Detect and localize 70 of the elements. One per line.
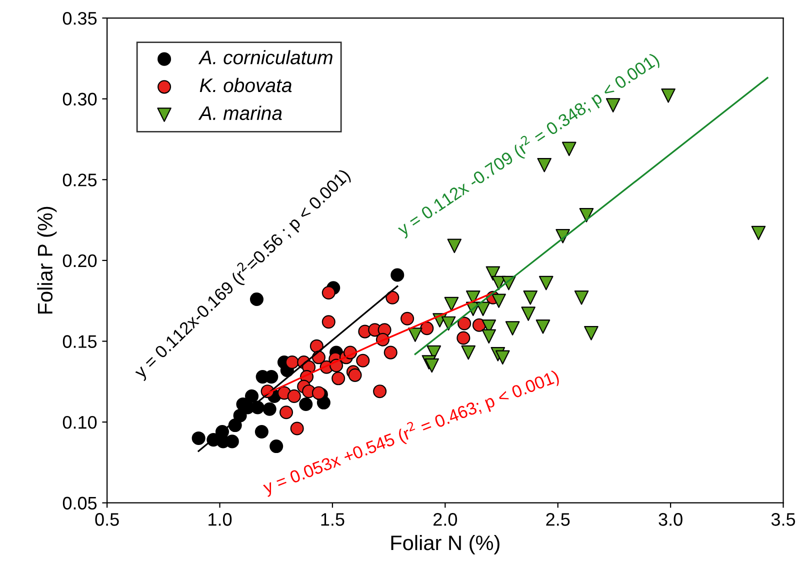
point (264, 370, 278, 384)
point (332, 372, 346, 386)
x-tick-label: 2.0 (434, 513, 458, 526)
point (312, 386, 326, 400)
point (441, 316, 456, 331)
y-tick-label: 0.15 (62, 335, 97, 348)
point (751, 226, 766, 240)
point (262, 402, 276, 416)
point (521, 306, 536, 321)
point (584, 326, 598, 340)
point (458, 316, 472, 330)
point (386, 290, 400, 304)
point (192, 431, 206, 445)
y-tick-label: 0.25 (62, 174, 97, 186)
point (420, 322, 434, 336)
point (456, 331, 470, 345)
point (279, 406, 294, 420)
y-tick-label: 0.20 (62, 254, 97, 268)
point (322, 315, 336, 329)
point (270, 440, 284, 454)
point (482, 329, 496, 344)
point (348, 368, 362, 382)
y-tick-label: 0.35 (62, 12, 97, 25)
annotation: y = 0.112x -0.709 (r$^{2}$ = 0.348; p < 0.001) (394, 50, 662, 239)
point (254, 424, 268, 439)
legend-label: K. obovata (200, 78, 292, 92)
x-tick-label: 0.5 (95, 513, 119, 526)
point (606, 98, 620, 112)
point (408, 328, 422, 342)
x-tick-label: 1.5 (321, 513, 344, 526)
point (536, 320, 550, 334)
point (285, 355, 299, 370)
x-tick-label: 1.0 (208, 513, 232, 526)
point (245, 389, 259, 403)
point (461, 345, 476, 360)
point (447, 238, 462, 254)
x-tick-label: 3.0 (658, 513, 682, 526)
point (505, 321, 520, 336)
point (496, 350, 510, 365)
y-tick-label: 0.05 (62, 496, 97, 510)
point (290, 422, 304, 436)
point (486, 266, 500, 281)
point (250, 292, 264, 306)
x-tick-label: 2.5 (546, 513, 570, 526)
point (373, 384, 387, 398)
legend-label: A. corniculatum (198, 50, 332, 64)
point (384, 346, 398, 360)
y-axis-title: Foliar P (%) (37, 206, 57, 314)
legend-label: A. marina (198, 106, 282, 120)
point (476, 302, 490, 316)
point (537, 158, 552, 172)
point (299, 398, 313, 412)
point (390, 268, 404, 282)
point (492, 294, 506, 308)
point (661, 88, 676, 103)
point (562, 142, 576, 156)
point (400, 312, 414, 326)
point (523, 290, 538, 305)
point (322, 286, 336, 300)
point (574, 290, 589, 305)
y-tick-label: 0.30 (62, 92, 97, 106)
point (444, 296, 459, 312)
y-tick-label: 0.10 (62, 416, 97, 429)
point (424, 358, 440, 373)
x-axis-title: Foliar N (%) (391, 534, 500, 554)
point (539, 276, 554, 290)
point (356, 354, 370, 368)
x-tick-label: 3.5 (771, 513, 796, 526)
point (579, 208, 594, 222)
point (287, 389, 301, 403)
